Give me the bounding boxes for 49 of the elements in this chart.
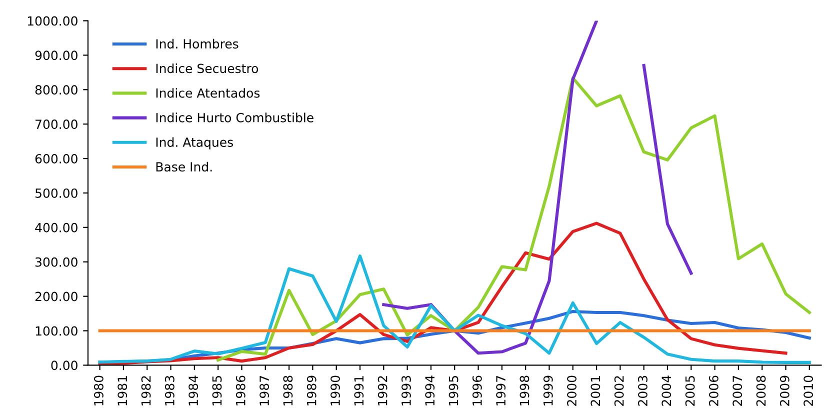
y-tick-label: 0.00	[51, 360, 78, 370]
x-tick-label: 2003	[638, 376, 648, 406]
x-tick-label: 1983	[164, 376, 174, 406]
x-tick-label: 1996	[472, 376, 482, 406]
x-tick-label: 2009	[780, 376, 790, 406]
x-tick-label: 1988	[283, 376, 293, 406]
x-tick-label: 1981	[118, 376, 128, 406]
legend-label: Indice Hurto Combustible	[156, 112, 314, 122]
legend-label: Base Ind.	[156, 162, 212, 172]
legend-label: Ind. Ataques	[156, 137, 233, 150]
x-tick-label: 2001	[590, 376, 600, 406]
x-tick-label: 1989	[306, 376, 316, 406]
y-tick-label: 600.00	[35, 154, 78, 164]
y-tick-label: 700.00	[36, 120, 78, 130]
x-tick-label: 1985	[212, 376, 222, 406]
x-tick-label: 2004	[662, 376, 672, 406]
x-tick-label: 1993	[401, 376, 411, 406]
x-tick-label: 2007	[732, 376, 742, 406]
y-tick-label: 200.00	[35, 292, 78, 302]
x-tick-label: 1984	[188, 376, 198, 406]
legend-label: Ind. Hombres	[156, 38, 238, 49]
x-tick-label: 2005	[685, 376, 695, 406]
line-series	[98, 254, 811, 364]
x-tick-label: 1999	[543, 376, 553, 406]
x-tick-label: 2002	[614, 376, 624, 406]
y-tick-label: 400.00	[35, 222, 78, 232]
y-tick-label: 500.00	[35, 188, 78, 198]
x-tick-label: 1992	[378, 376, 388, 406]
x-tick-label: 2010	[804, 376, 814, 406]
x-tick-label: 1998	[520, 376, 530, 406]
x-tick-label: 1982	[141, 376, 151, 406]
x-tick-label: 1980	[94, 376, 104, 406]
y-tick-label: 1000.00	[28, 16, 78, 26]
x-tick-label: 1990	[330, 376, 340, 406]
x-tick-label: 1986	[236, 376, 246, 406]
x-tick-label: 1991	[354, 376, 364, 406]
x-tick-label: 2006	[708, 376, 718, 406]
x-tick-label: 2008	[756, 376, 766, 406]
legend-label: Indice Secuestro	[156, 63, 258, 74]
x-tick-label: 1987	[260, 376, 270, 406]
legend-label: Indice Atentados	[156, 88, 260, 98]
y-tick-label: 900.00	[35, 50, 78, 60]
x-tick-label: 1994	[425, 376, 435, 406]
y-tick-label: 300.00	[35, 257, 78, 267]
x-tick-label: 2000	[567, 376, 577, 406]
y-tick-label: 100.00	[36, 326, 78, 336]
x-tick-label: 1997	[496, 376, 506, 406]
y-tick-label: 800.00	[35, 85, 78, 95]
x-tick-label: 1995	[448, 376, 458, 406]
